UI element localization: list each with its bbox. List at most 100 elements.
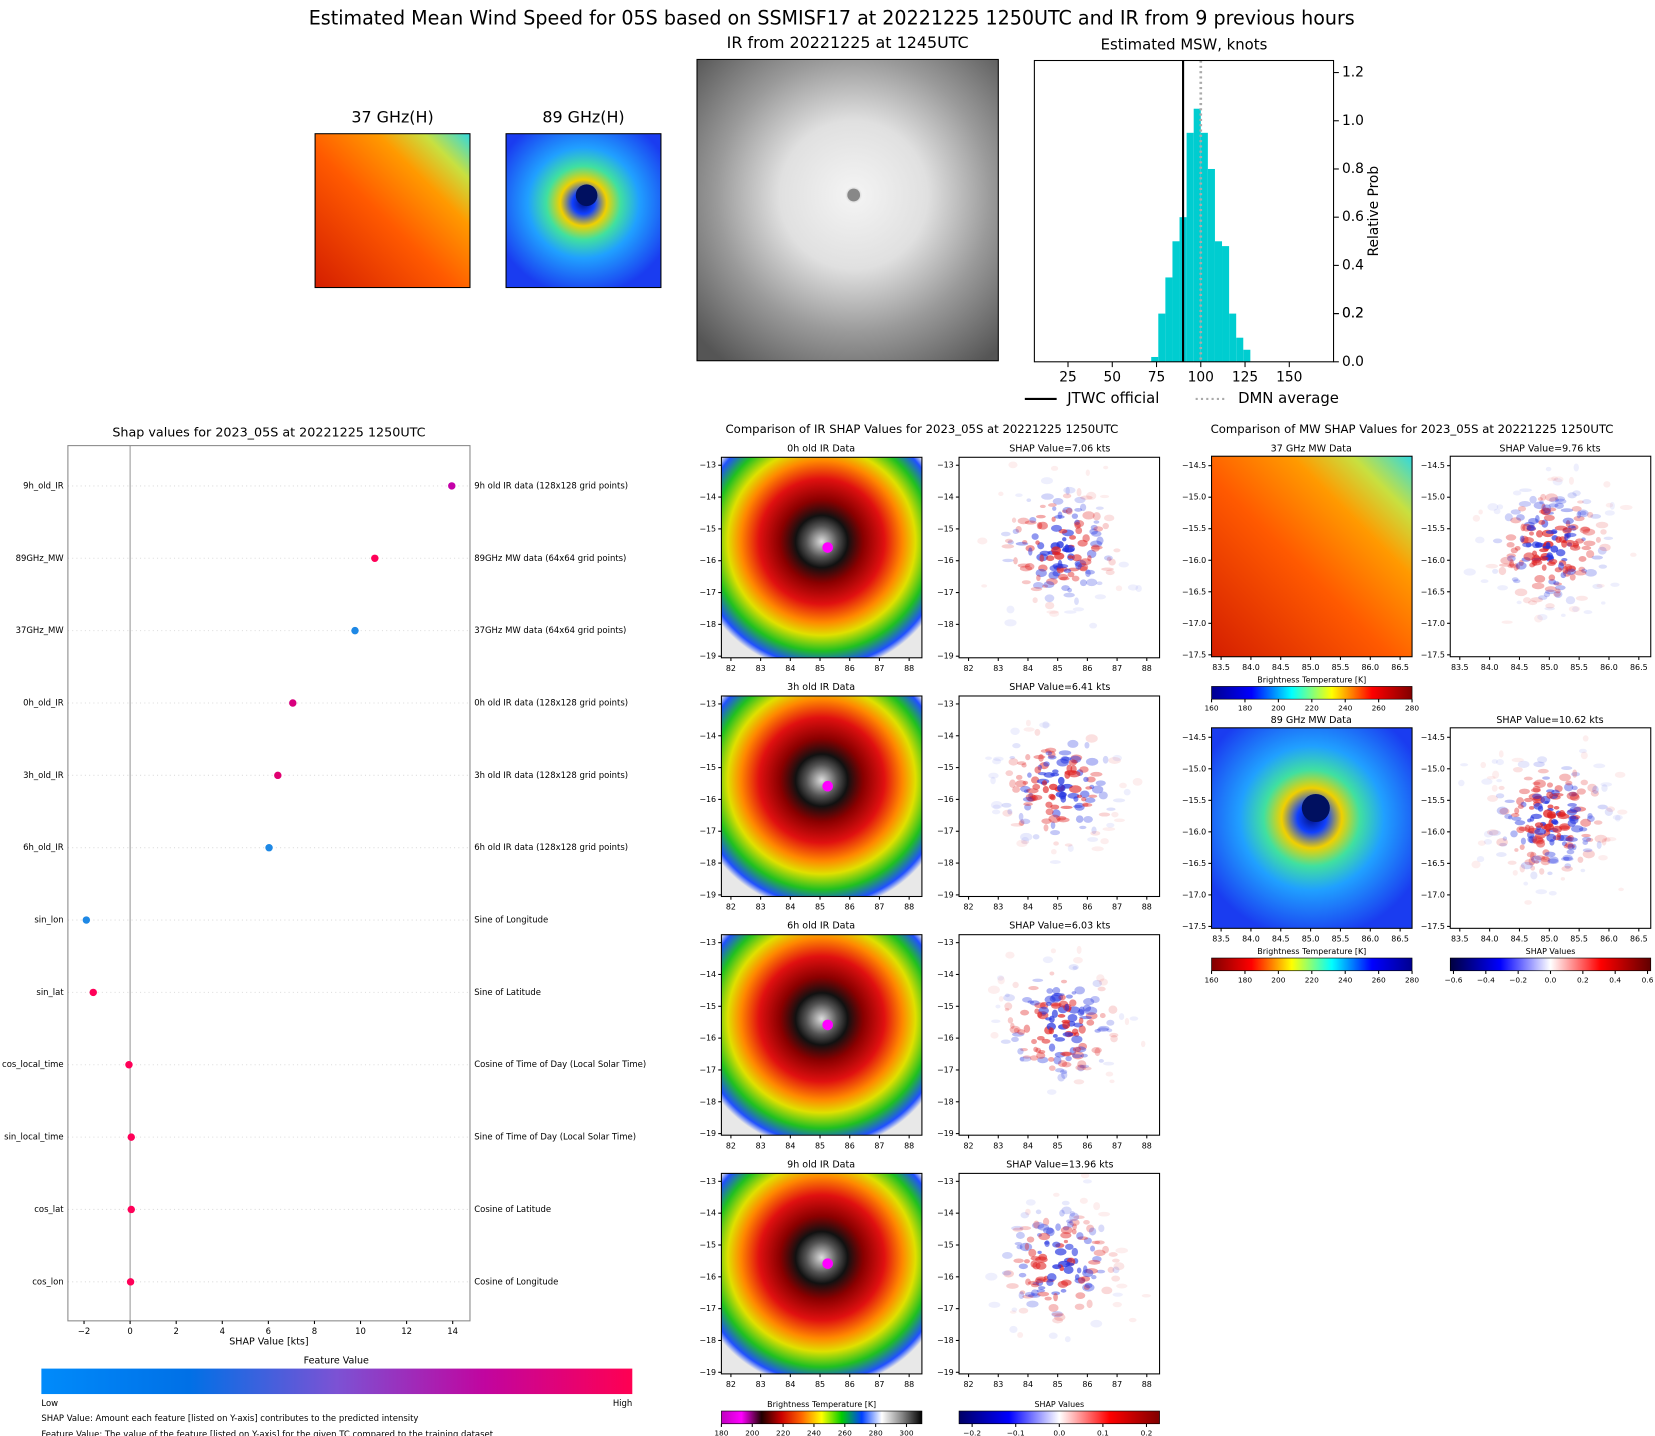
image-blob <box>1562 565 1569 574</box>
image-blob <box>1128 1317 1137 1323</box>
image-blob <box>1087 837 1099 842</box>
x-tick-label: 2 <box>173 1326 178 1336</box>
image-blob <box>1580 779 1589 786</box>
image-blob <box>1496 838 1508 847</box>
image-blob <box>1590 514 1602 519</box>
image-blob <box>1545 530 1557 535</box>
image-blob <box>1073 796 1079 802</box>
image-blob <box>1103 1061 1115 1066</box>
y-tick-label: 9h_old_IR <box>23 480 64 490</box>
image-blob <box>1069 535 1077 540</box>
image-blob <box>1510 509 1521 515</box>
image-blob <box>1097 986 1106 992</box>
image-blob <box>1059 1069 1068 1075</box>
x-tick-label: 83 <box>993 1380 1003 1389</box>
image-blob <box>1032 783 1041 790</box>
y-tick-label: −16 <box>699 795 716 804</box>
image-blob <box>1476 856 1485 863</box>
image-panel <box>720 934 923 1136</box>
image-blob <box>1506 542 1515 548</box>
image-blob <box>992 758 1002 765</box>
image-frame <box>720 695 923 898</box>
x-tick-label: 88 <box>1142 1141 1152 1150</box>
image-blob <box>1095 506 1104 510</box>
x-tick-label: 82 <box>726 1141 736 1150</box>
image-blob <box>1052 769 1059 774</box>
x-tick-label: 83 <box>756 903 766 912</box>
image-blob <box>1071 1035 1083 1044</box>
image-blob <box>1020 1048 1028 1052</box>
image-blob <box>1519 535 1525 543</box>
image-blob <box>1058 994 1066 1001</box>
image-blob <box>1098 978 1108 986</box>
image-blob <box>1096 581 1103 586</box>
image <box>959 1173 1160 1374</box>
image-blob <box>1581 537 1586 542</box>
image-blob <box>1025 1208 1031 1216</box>
y-tick-label: 0h_old_IR <box>23 697 64 707</box>
image-blob <box>1565 565 1576 573</box>
image-blob <box>1552 792 1564 797</box>
image-blob <box>1045 1001 1052 1006</box>
image-blob <box>1037 1223 1050 1231</box>
image-blob <box>1549 497 1559 503</box>
image-blob <box>1074 802 1085 811</box>
image-blob <box>1566 791 1580 800</box>
image-blob <box>1052 506 1057 511</box>
image-blob <box>1110 1034 1118 1043</box>
image-blob <box>1564 842 1574 848</box>
image-blob <box>1071 513 1079 519</box>
x-tick-label: 87 <box>1112 1380 1122 1389</box>
image-blob <box>1012 743 1021 749</box>
image-blob <box>1078 1006 1085 1015</box>
colorbar-low-label: Low <box>41 1398 58 1408</box>
image-blob <box>1537 805 1544 812</box>
image-blob <box>1062 493 1072 499</box>
x-tick-label: 88 <box>904 1141 914 1150</box>
image-blob <box>1485 563 1499 569</box>
image-blob <box>1062 1021 1071 1029</box>
image-blob <box>1552 820 1559 825</box>
x-tick-label: 83 <box>756 1141 766 1150</box>
x-tick-label: 84 <box>785 664 795 673</box>
image-blob <box>1074 1046 1087 1053</box>
colorbar-tick-label: −0.2 <box>963 1428 981 1436</box>
image-blob <box>1024 563 1035 571</box>
y-tick-label: −18 <box>937 1097 954 1106</box>
image-blob <box>1071 991 1077 995</box>
image-blob <box>1086 776 1096 783</box>
y-tick-label: −15.5 <box>1421 796 1445 805</box>
image-blob <box>1009 779 1016 788</box>
image <box>697 59 999 361</box>
image-blob <box>1039 722 1051 728</box>
image-blob <box>1491 759 1498 764</box>
image-blob <box>1577 509 1589 518</box>
y-tick-label: 6h_old_IR <box>23 842 64 852</box>
colorbar-tick-label: 260 <box>1372 704 1386 713</box>
image-frame <box>720 456 923 659</box>
image-blob <box>1526 525 1537 531</box>
image-blob <box>1052 1033 1058 1038</box>
image-blob <box>1026 498 1032 503</box>
image-blob <box>1079 503 1087 512</box>
feature-description: 9h old IR data (128x128 grid points) <box>474 480 628 490</box>
image-blob <box>1048 1065 1056 1071</box>
image-blob <box>1572 769 1578 778</box>
image-blob <box>1591 555 1603 560</box>
y-tick-label: cos_lon <box>32 1276 63 1286</box>
image-blob <box>1533 501 1546 510</box>
x-tick-label: 85.0 <box>1540 663 1558 672</box>
image-blob <box>1022 997 1032 1003</box>
x-tick-label: 8 <box>312 1326 317 1336</box>
x-tick-label: 83.5 <box>1451 663 1469 672</box>
x-tick-label: 85.5 <box>1570 934 1588 943</box>
image-blob <box>1094 594 1107 600</box>
image-blob <box>1086 549 1097 559</box>
point <box>82 916 91 924</box>
x-tick-label: 85 <box>815 903 825 912</box>
image-blob <box>1566 809 1577 816</box>
image-blob <box>1032 581 1044 589</box>
image-blob <box>1061 1071 1068 1079</box>
image-blob <box>985 1272 998 1281</box>
colorbar-tick-label: 260 <box>838 1428 852 1436</box>
